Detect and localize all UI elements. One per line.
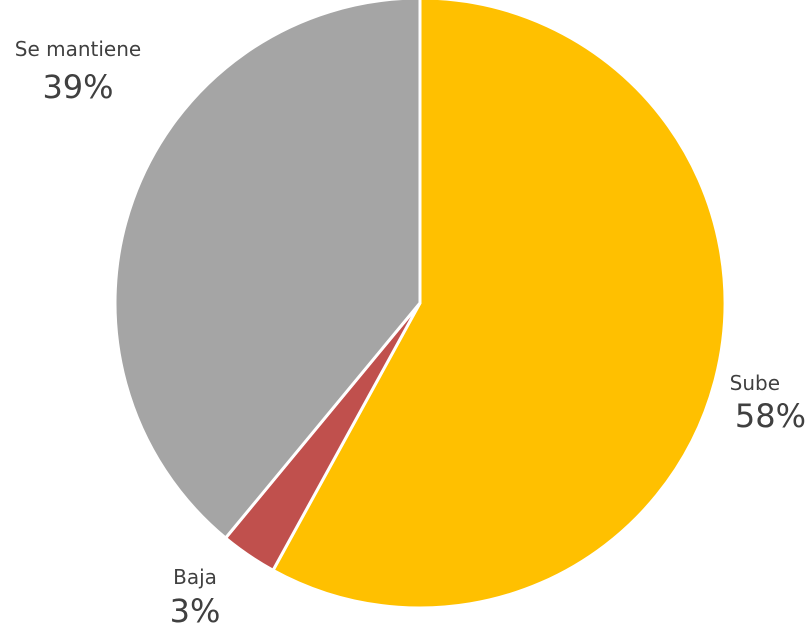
slice-percent-baja: 3% bbox=[170, 592, 221, 630]
pie-slices bbox=[113, 0, 727, 610]
slice-label-sube: Sube bbox=[730, 371, 780, 395]
slice-label-baja: Baja bbox=[173, 565, 217, 589]
pie-slice-sube bbox=[271, 0, 727, 610]
slice-percent-se-mantiene: 39% bbox=[42, 68, 113, 106]
pie-slice-se-mantiene bbox=[113, 0, 422, 540]
slice-label-se-mantiene: Se mantiene bbox=[15, 37, 141, 61]
slice-percent-sube: 58% bbox=[735, 397, 806, 435]
